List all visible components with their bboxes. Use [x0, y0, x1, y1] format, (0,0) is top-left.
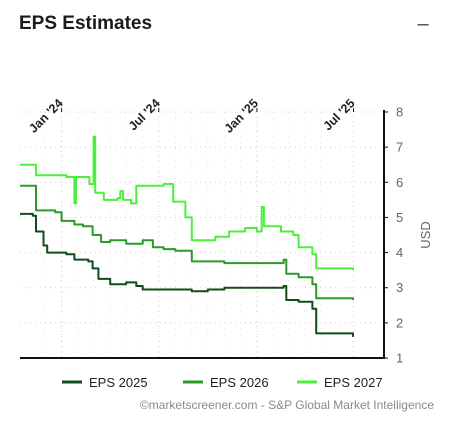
- y-tick-label: 5: [396, 210, 403, 225]
- widget-title: EPS Estimates: [19, 13, 153, 34]
- series-line-eps-2026: [20, 184, 354, 300]
- y-tick-label: 2: [396, 315, 403, 330]
- chart-axes: 1 2 3 4 5 6 7 8 Jan '24 Jul '24 Jan '25 Jul '25 USD: [20, 96, 433, 366]
- series-line-eps-2025: [20, 212, 354, 337]
- legend-label: EPS 2026: [210, 375, 269, 390]
- chart-credit: ©marketscreener.com - S&P Global Market …: [139, 398, 434, 412]
- widget-header: EPS Estimates –: [0, 0, 450, 50]
- chart-grid: [20, 106, 384, 359]
- chart-series: [20, 135, 354, 337]
- x-tick-label: Jan '24: [26, 96, 66, 136]
- y-tick-label: 7: [396, 140, 403, 155]
- minus-icon[interactable]: –: [417, 13, 429, 35]
- y-tick-label: 3: [396, 280, 403, 295]
- x-tick-label: Jul '25: [321, 96, 358, 133]
- y-tick-label: 1: [396, 351, 403, 366]
- series-line-eps-2027: [20, 135, 354, 271]
- y-tick-label: 4: [396, 245, 403, 260]
- legend-label: EPS 2025: [89, 375, 148, 390]
- chart-legend: EPS 2025 EPS 2026 EPS 2027: [62, 375, 383, 390]
- y-tick-label: 6: [396, 175, 403, 190]
- y-axis-label: USD: [418, 221, 433, 248]
- legend-label: EPS 2027: [324, 375, 383, 390]
- x-tick-label: Jan '25: [222, 96, 262, 136]
- x-tick-label: Jul '24: [126, 96, 163, 133]
- y-tick-label: 8: [396, 105, 403, 120]
